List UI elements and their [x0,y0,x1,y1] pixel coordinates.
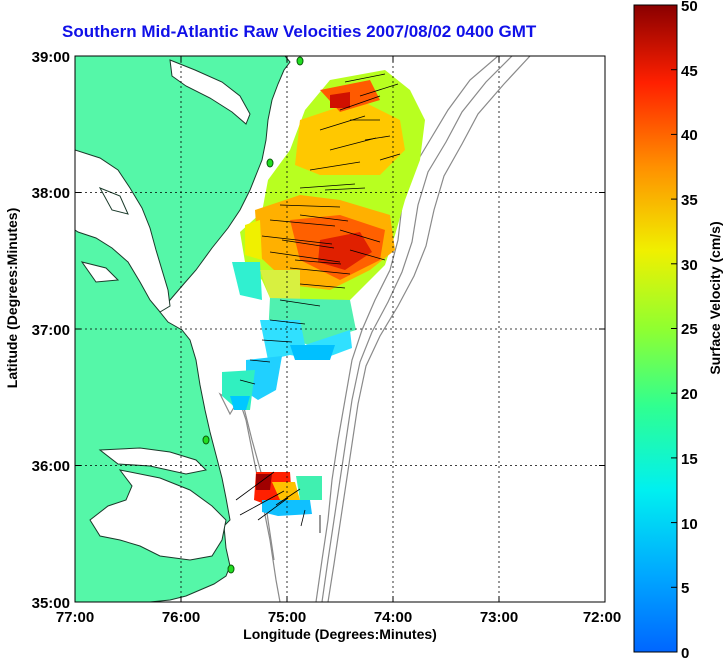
colorbar-tick: 10 [681,516,698,533]
y-tick-label: 37:00 [32,322,70,339]
pamlico-sound [89,469,227,561]
x-tick-label: 72:00 [583,609,621,626]
y-tick-label: 39:00 [32,49,70,66]
colorbar-tick: 50 [681,0,698,15]
colorbar-tick: 40 [681,127,698,144]
velocity-arrows [235,73,401,533]
colorbar-tick: 15 [681,451,698,468]
x-tick-label: 74:00 [374,609,412,626]
colorbar-tick: 0 [681,645,689,659]
y-tick-label: 36:00 [32,458,70,475]
hf-radar-stations [202,56,304,574]
grid-lines [75,56,605,602]
plot-title: Southern Mid-Atlantic Raw Velocities 200… [62,22,537,41]
colorbar-tick: 35 [681,192,698,209]
colorbar [633,4,678,653]
colorbar-tick: 30 [681,257,698,274]
x-tick-label: 73:00 [480,609,518,626]
velocity-field [222,70,425,516]
albemarle-sound [98,447,208,475]
chesapeake-bay [75,149,171,313]
y-tick-label: 38:00 [32,185,70,202]
colorbar-tick: 45 [681,63,698,80]
colorbar-tick: 25 [681,321,698,338]
y-tick-label: 35:00 [32,595,70,612]
colorbar-tick: 20 [681,386,698,403]
bathymetry-contours [218,56,531,602]
colorbar-tick: 5 [681,580,689,597]
x-tick-label: 76:00 [162,609,200,626]
x-axis-label: Longitude (Degrees:Minutes) [243,626,437,642]
x-tick-label: 75:00 [268,609,306,626]
x-tick-label: 77:00 [56,609,94,626]
